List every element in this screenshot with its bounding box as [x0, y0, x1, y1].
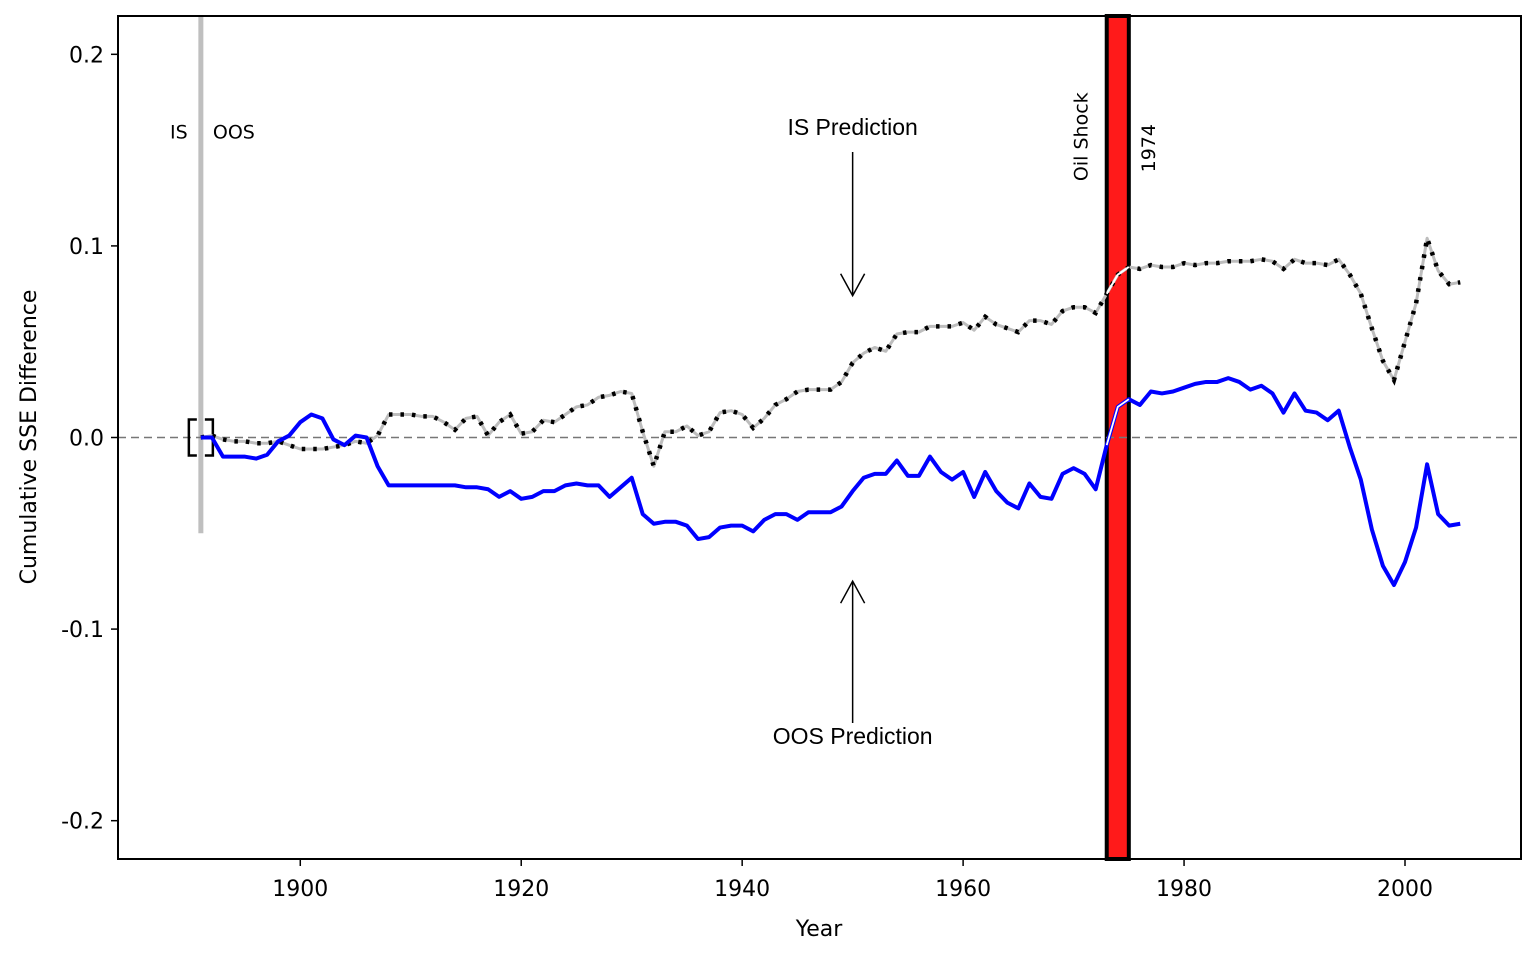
x-tick-label: 1920 [493, 877, 549, 902]
is-prediction-series [200, 236, 1461, 474]
oos-prediction-line [200, 376, 1461, 588]
is-prediction-band-highlight [1105, 266, 1130, 295]
y-tick-label: -0.1 [61, 618, 104, 643]
arrow-head [839, 273, 866, 298]
oil-shock-label: Oil Shock [1071, 92, 1093, 181]
oos-prediction-band-highlight [1105, 398, 1130, 446]
x-axis-title: Year [795, 917, 844, 942]
y-tick-label: -0.2 [61, 810, 104, 835]
arrow-head [839, 579, 866, 604]
oos-prediction-arrow [839, 579, 866, 723]
x-tick-label: 1980 [1156, 877, 1212, 902]
axis-ticks: 1900 1920 1940 1960 1980 2000 0.2 0.1 0.0 -0.1 -0.… [61, 43, 1433, 902]
x-tick-label: 1940 [714, 877, 770, 902]
is-prediction-arrow [839, 152, 866, 298]
y-tick-label: 0.1 [69, 235, 104, 260]
is-split-label: IS [170, 122, 188, 144]
event-year-label: 1974 [1138, 124, 1160, 172]
y-tick-label: 0.2 [69, 43, 104, 68]
oos-split-label: OOS [213, 122, 255, 144]
oos-prediction-annotation: OOS Prediction [773, 723, 933, 749]
x-tick-label: 1900 [272, 877, 328, 902]
x-tick-label: 1960 [935, 877, 991, 902]
y-tick-label: 0.0 [69, 427, 104, 452]
y-axis-title: Cumulative SSE Difference [17, 290, 42, 585]
x-tick-label: 2000 [1377, 877, 1433, 902]
is-prediction-line [200, 237, 1461, 474]
is-prediction-annotation: IS Prediction [787, 114, 917, 140]
oos-prediction-series [200, 376, 1461, 588]
